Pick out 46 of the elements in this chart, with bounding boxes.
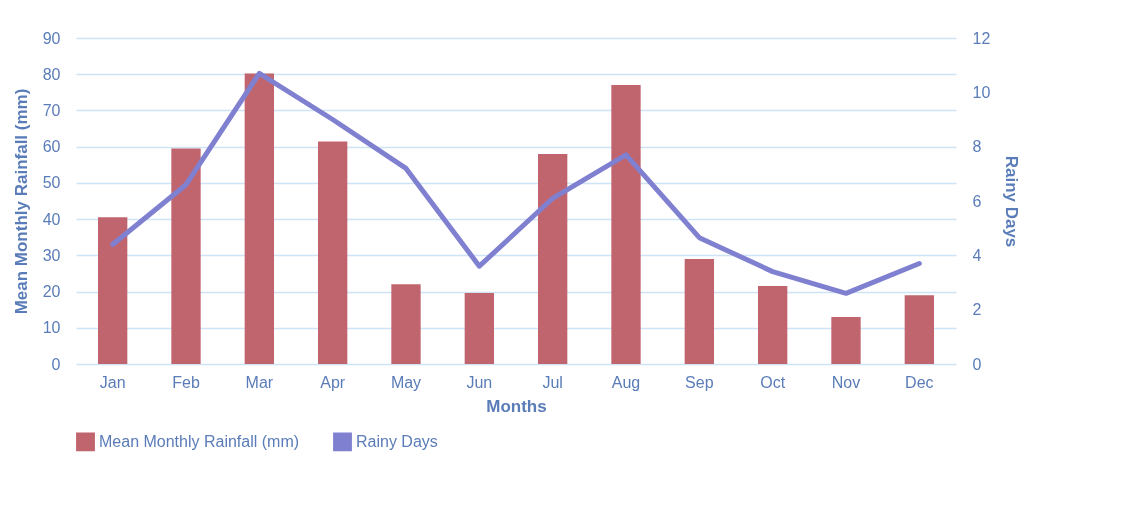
- y-tick-label: 10: [42, 319, 61, 337]
- y2-tick-label: 12: [972, 29, 991, 47]
- y-tick-label: 80: [42, 65, 61, 83]
- bar: [831, 316, 861, 364]
- legend-label: Rainy Days: [356, 432, 438, 450]
- y-axis-title: Mean Monthly Rainfall (mm): [11, 88, 31, 315]
- x-tick-label: Jun: [466, 373, 493, 391]
- y2-tick-label: 0: [972, 355, 982, 373]
- y2-tick-label: 6: [972, 192, 982, 210]
- y-tick-label: 20: [42, 283, 61, 301]
- x-tick-label: Oct: [760, 373, 786, 391]
- bar: [538, 153, 568, 364]
- x-tick-label: Sep: [685, 373, 714, 391]
- x-tick-label: Apr: [320, 373, 346, 391]
- x-tick-label: May: [390, 373, 422, 391]
- y2-axis-title: Rainy Days: [1002, 155, 1022, 248]
- legend-label: Mean Monthly Rainfall (mm): [99, 432, 300, 450]
- y-tick-label: 60: [42, 138, 61, 156]
- y2-tick-label: 4: [972, 246, 982, 264]
- y-tick-label: 50: [42, 174, 61, 192]
- y-tick-label: 40: [42, 210, 61, 228]
- bar: [684, 258, 714, 364]
- y-tick-label: 0: [51, 355, 61, 373]
- bar: [464, 293, 494, 364]
- y2-tick-label: 8: [972, 138, 982, 156]
- x-axis-title: Months: [486, 396, 547, 416]
- x-tick-label: Feb: [172, 373, 200, 391]
- x-tick-label: Jul: [542, 373, 563, 391]
- bar: [904, 295, 934, 364]
- bar: [611, 85, 641, 364]
- x-tick-label: Jan: [99, 373, 126, 391]
- x-tick-label: Aug: [611, 373, 641, 391]
- y-tick-label: 30: [42, 246, 61, 264]
- bar: [98, 217, 128, 364]
- x-tick-label: Nov: [831, 373, 861, 391]
- x-tick-label: Mar: [245, 373, 274, 391]
- y-tick-label: 70: [42, 101, 61, 119]
- bar: [758, 286, 788, 364]
- y2-tick-label: 2: [972, 301, 982, 319]
- y2-tick-label: 10: [972, 83, 991, 101]
- bar: [318, 141, 348, 364]
- bar: [244, 73, 274, 364]
- bar: [171, 148, 201, 364]
- y-tick-label: 90: [42, 29, 61, 47]
- x-tick-label: Dec: [905, 373, 934, 391]
- bar: [391, 284, 421, 364]
